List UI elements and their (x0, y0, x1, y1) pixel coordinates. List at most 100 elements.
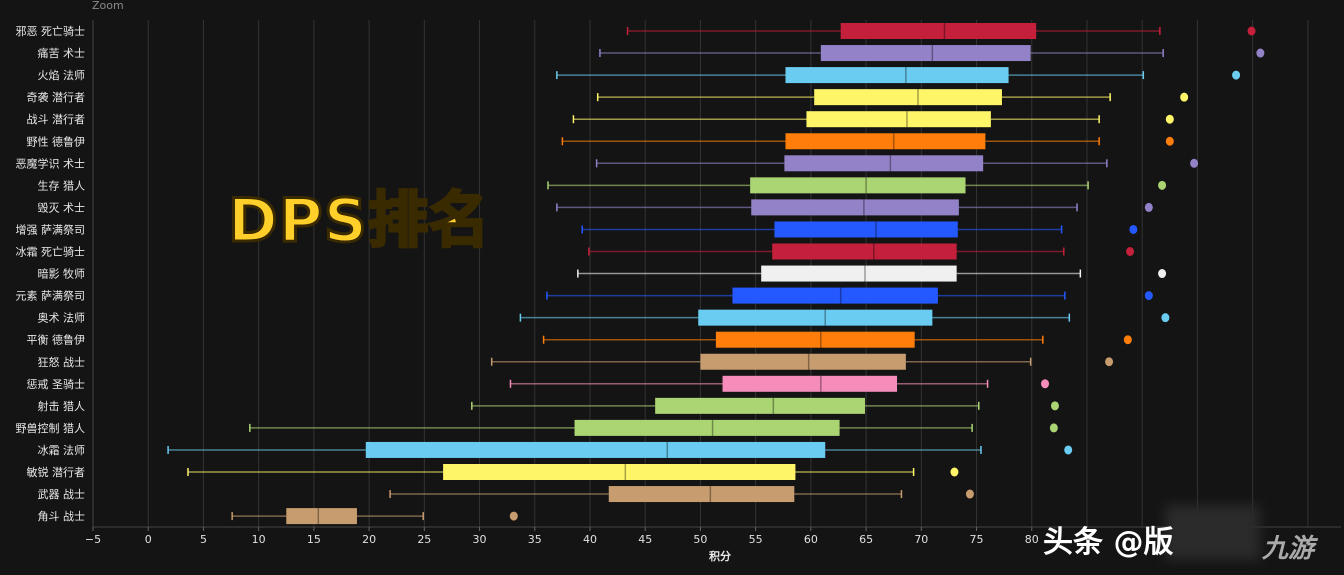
category-label: 奇袭 潜行者 (27, 90, 86, 104)
x-tick-label: 20 (362, 533, 376, 546)
box-1 (599, 45, 1265, 62)
box-0 (626, 23, 1256, 39)
iqr-box (785, 133, 986, 150)
box-12 (546, 287, 1153, 304)
outlier-point (509, 511, 518, 521)
x-tick-label: 0 (145, 533, 152, 546)
box-14 (542, 331, 1132, 348)
overlay-title: DPS排名 (227, 185, 491, 258)
outlier-point (1050, 401, 1059, 411)
category-label: 敏锐 潜行者 (27, 465, 86, 479)
box-16 (509, 375, 1050, 392)
x-tick-label: 45 (638, 533, 652, 546)
iqr-box (840, 23, 1037, 39)
category-label: 毁灭 术士 (38, 200, 86, 214)
iqr-box (784, 155, 984, 172)
category-label: 恶魔学识 术士 (16, 156, 86, 170)
outlier-point (1126, 247, 1135, 256)
category-label: 惩戒 圣骑士 (27, 378, 86, 391)
iqr-box (715, 331, 915, 348)
box-19 (167, 441, 1073, 458)
box-21 (389, 486, 974, 503)
category-label: 痛苦 术士 (38, 46, 86, 60)
outlier-point (950, 467, 959, 477)
iqr-box (785, 67, 1009, 84)
box-7 (547, 177, 1167, 194)
box-4 (572, 111, 1174, 128)
x-axis-label: 积分 (709, 549, 731, 563)
outlier-point (1123, 335, 1132, 345)
box-8 (556, 199, 1153, 216)
category-label: 邪恶 死亡骑士 (16, 24, 86, 38)
x-tick-label: 5 (200, 533, 207, 546)
iqr-box (732, 287, 938, 304)
iqr-box (774, 221, 958, 238)
x-tick-label: −5 (85, 533, 101, 546)
category-label: 冰霜 死亡骑士 (16, 245, 86, 259)
iqr-box (806, 111, 991, 128)
x-tick-label: 15 (307, 533, 321, 546)
outlier-point (1158, 180, 1167, 190)
iqr-box (443, 464, 796, 480)
iqr-box (820, 45, 1031, 62)
iqr-box (574, 419, 840, 436)
x-tick-label: 55 (749, 533, 763, 546)
outlier-point (1247, 26, 1256, 36)
outlier-point (1144, 202, 1153, 212)
category-label: 元素 萨满祭司 (16, 290, 86, 303)
category-label: 增强 萨满祭司 (16, 222, 86, 236)
category-label: 冰霜 法师 (38, 443, 86, 457)
iqr-box (722, 375, 898, 392)
outlier-point (1158, 269, 1167, 279)
outlier-point (965, 489, 974, 499)
iqr-box (761, 265, 957, 282)
outlier-point (1165, 114, 1174, 124)
category-label: 狂怒 战士 (38, 355, 86, 369)
outlier-point (1256, 48, 1265, 58)
box-6 (595, 155, 1199, 172)
outlier-point (1165, 136, 1174, 146)
zoom-label[interactable]: Zoom (92, 0, 124, 12)
outlier-point (1049, 423, 1058, 433)
watermark-blur (1165, 505, 1260, 560)
category-label: 火焰 法师 (38, 68, 86, 82)
x-tick-label: 30 (473, 533, 487, 546)
x-tick-label: 60 (804, 533, 818, 546)
outlier-point (1105, 357, 1114, 367)
outlier-point (1232, 70, 1241, 80)
x-tick-label: 50 (693, 533, 707, 546)
category-label: 平衡 德鲁伊 (27, 333, 86, 347)
iqr-box (814, 89, 1002, 106)
category-label: 生存 猎人 (38, 178, 86, 192)
box-11 (577, 265, 1167, 282)
x-tick-label: 35 (528, 533, 542, 546)
outlier-point (1041, 379, 1050, 389)
outlier-point (1180, 92, 1189, 102)
x-tick-label: 70 (914, 533, 928, 546)
iqr-box (700, 353, 906, 370)
jiuyou-watermark: 九游 (1262, 534, 1315, 564)
box-15 (490, 353, 1114, 370)
x-tick-label: 25 (417, 533, 431, 546)
box-5 (561, 133, 1174, 150)
outlier-point (1064, 445, 1073, 455)
category-label: 暗影 牧师 (38, 267, 86, 281)
box-18 (249, 419, 1058, 436)
x-tick-label: 80 (1025, 533, 1039, 546)
outlier-point (1129, 224, 1138, 234)
category-label: 奥术 法师 (38, 311, 86, 325)
box-17 (471, 397, 1059, 414)
x-tick-label: 40 (583, 533, 597, 546)
category-label: 射击 猎人 (38, 399, 86, 413)
iqr-box (655, 397, 865, 414)
outlier-point (1144, 291, 1153, 301)
boxes (167, 23, 1265, 525)
x-tick-label: 75 (970, 533, 984, 546)
iqr-box (772, 243, 957, 260)
toutiao-watermark: 头条 @版 (1043, 525, 1174, 560)
iqr-box (286, 508, 357, 525)
iqr-box (698, 309, 933, 326)
x-tick-label: 10 (252, 533, 266, 546)
